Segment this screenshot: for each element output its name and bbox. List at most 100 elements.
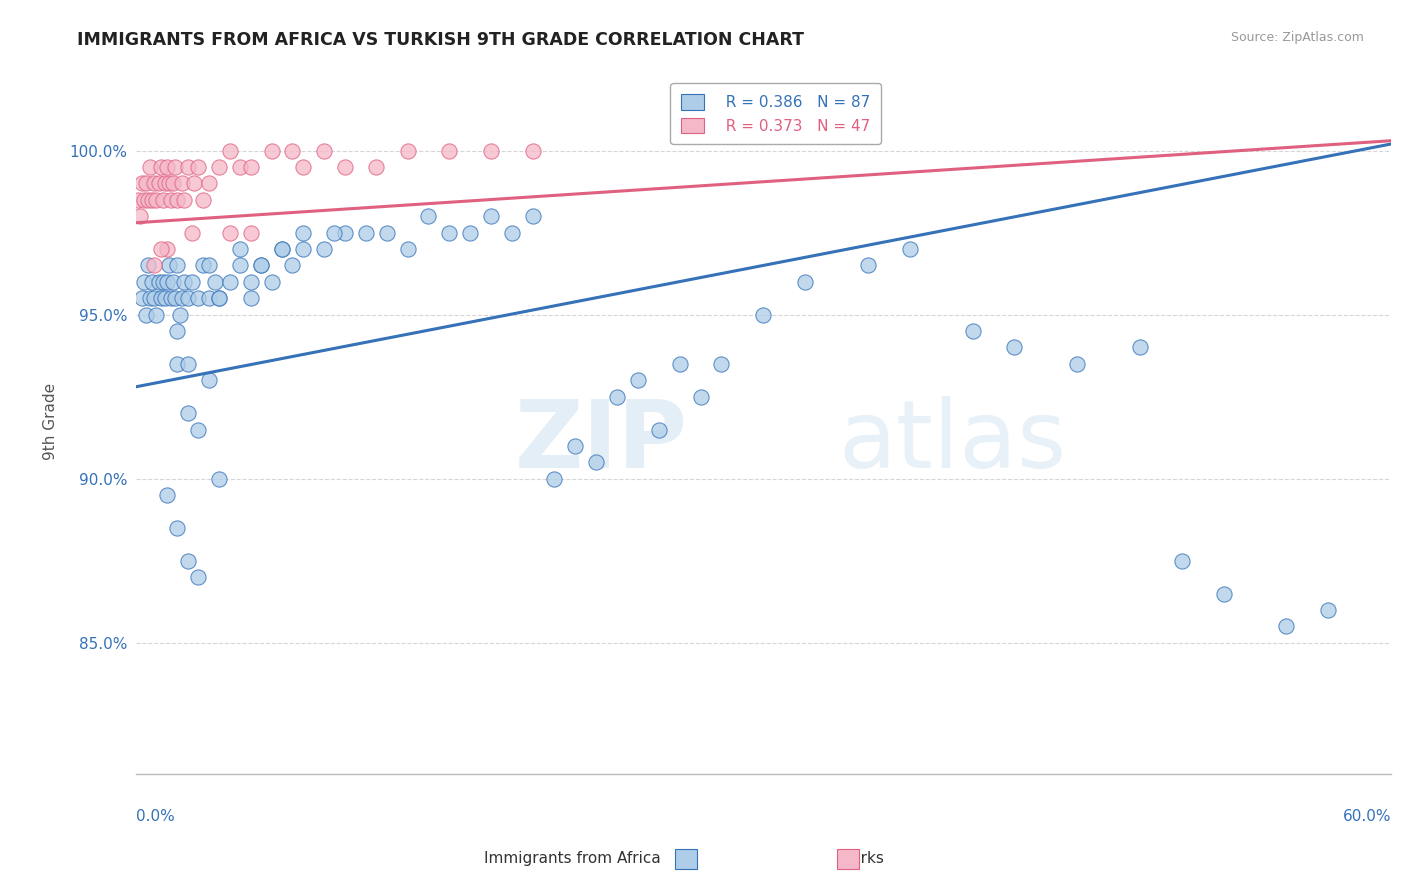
Point (166, 357, 188, 371)
Point (291, 242, 314, 256)
Point (143, 259, 166, 273)
Point (1002, 341, 1025, 355)
Point (323, 226, 346, 240)
Text: IMMIGRANTS FROM AFRICA VS TURKISH 9TH GRADE CORRELATION CHART: IMMIGRANTS FROM AFRICA VS TURKISH 9TH GR… (77, 31, 804, 49)
Point (143, 291, 166, 305)
Point (160, 193, 183, 207)
Text: ZIP: ZIP (515, 397, 688, 489)
Point (148, 275, 170, 289)
Point (752, 308, 775, 322)
Point (229, 160, 252, 174)
Point (187, 160, 209, 174)
Point (312, 242, 335, 256)
Point (585, 455, 607, 469)
Point (218, 226, 240, 240)
Point (135, 308, 157, 322)
Point (136, 259, 159, 273)
Point (856, 259, 879, 273)
Point (204, 275, 226, 289)
Point (127, 193, 149, 207)
Point (564, 439, 586, 453)
Point (191, 193, 214, 207)
Text: Source: ZipAtlas.com: Source: ZipAtlas.com (1230, 31, 1364, 45)
Point (191, 259, 214, 273)
Point (173, 193, 195, 207)
Point (152, 275, 174, 289)
Legend:   R = 0.386   N = 87,   R = 0.373   N = 47: R = 0.386 N = 87, R = 0.373 N = 47 (671, 83, 882, 145)
Point (208, 291, 231, 305)
Point (149, 291, 172, 305)
Point (136, 193, 159, 207)
Point (141, 193, 163, 207)
Point (281, 259, 304, 273)
Point (165, 160, 187, 174)
Point (218, 144, 240, 158)
Point (439, 226, 461, 240)
Point (396, 242, 419, 256)
Point (166, 193, 188, 207)
Point (312, 144, 335, 158)
Point (366, 160, 388, 174)
Point (198, 373, 221, 387)
Point (606, 390, 628, 404)
Point (131, 177, 153, 191)
Point (145, 193, 167, 207)
Point (291, 160, 314, 174)
Point (170, 291, 193, 305)
Point (170, 177, 193, 191)
Point (260, 144, 283, 158)
Point (162, 177, 184, 191)
Point (1171, 554, 1194, 568)
Point (239, 160, 262, 174)
Point (149, 160, 172, 174)
Point (281, 144, 304, 158)
Point (157, 259, 180, 273)
Point (153, 291, 176, 305)
Point (198, 177, 221, 191)
Point (169, 308, 191, 322)
Point (177, 554, 200, 568)
Point (418, 209, 440, 223)
Point (152, 193, 174, 207)
Point (187, 570, 209, 584)
Point (198, 259, 221, 273)
Point (132, 193, 155, 207)
Point (153, 177, 176, 191)
Text: 60.0%: 60.0% (1343, 809, 1391, 824)
Point (183, 177, 205, 191)
Point (198, 291, 221, 305)
Point (229, 259, 252, 273)
Point (145, 308, 167, 322)
Point (148, 177, 170, 191)
Point (460, 226, 482, 240)
Point (208, 160, 231, 174)
Point (439, 144, 461, 158)
Point (239, 275, 262, 289)
Point (794, 275, 817, 289)
Point (396, 144, 419, 158)
Point (271, 242, 294, 256)
Point (354, 226, 377, 240)
Point (218, 275, 240, 289)
Point (181, 275, 204, 289)
Point (522, 209, 544, 223)
Point (160, 291, 183, 305)
Point (1129, 341, 1152, 355)
Point (710, 357, 733, 371)
Point (131, 291, 153, 305)
Point (291, 226, 314, 240)
Point (162, 275, 184, 289)
Point (479, 144, 502, 158)
Point (627, 373, 650, 387)
Point (543, 472, 565, 486)
Point (156, 160, 179, 174)
Point (479, 209, 502, 223)
Y-axis label: 9th Grade: 9th Grade (44, 383, 58, 460)
Point (149, 242, 172, 256)
Text: Immigrants from Africa: Immigrants from Africa (484, 851, 661, 865)
Point (156, 275, 179, 289)
Text: Turks: Turks (844, 851, 883, 865)
Point (898, 242, 921, 256)
Point (208, 291, 231, 305)
Point (260, 275, 283, 289)
